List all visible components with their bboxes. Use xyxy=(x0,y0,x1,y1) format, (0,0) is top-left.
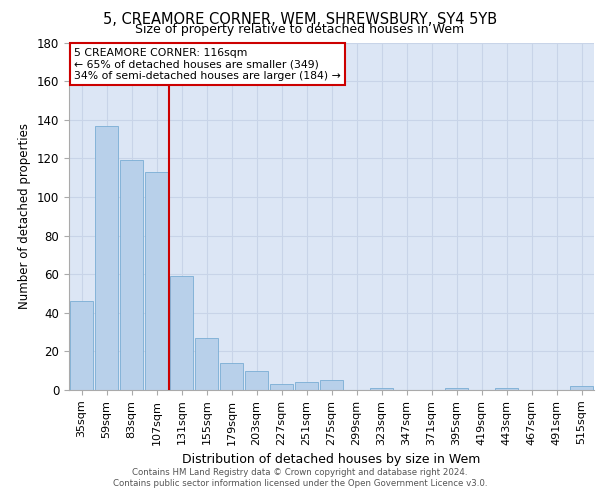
Bar xyxy=(70,301,93,390)
Bar xyxy=(570,386,593,390)
Bar xyxy=(195,338,218,390)
Bar xyxy=(295,382,318,390)
Text: 5 CREAMORE CORNER: 116sqm
← 65% of detached houses are smaller (349)
34% of semi: 5 CREAMORE CORNER: 116sqm ← 65% of detac… xyxy=(74,48,341,81)
Bar xyxy=(445,388,468,390)
X-axis label: Distribution of detached houses by size in Wem: Distribution of detached houses by size … xyxy=(182,453,481,466)
Bar xyxy=(170,276,193,390)
Bar xyxy=(495,388,518,390)
Bar xyxy=(120,160,143,390)
Bar xyxy=(370,388,393,390)
Bar xyxy=(220,363,243,390)
Bar xyxy=(320,380,343,390)
Text: 5, CREAMORE CORNER, WEM, SHREWSBURY, SY4 5YB: 5, CREAMORE CORNER, WEM, SHREWSBURY, SY4… xyxy=(103,12,497,28)
Y-axis label: Number of detached properties: Number of detached properties xyxy=(19,123,31,309)
Text: Size of property relative to detached houses in Wem: Size of property relative to detached ho… xyxy=(136,22,464,36)
Text: Contains HM Land Registry data © Crown copyright and database right 2024.
Contai: Contains HM Land Registry data © Crown c… xyxy=(113,468,487,487)
Bar xyxy=(95,126,118,390)
Bar xyxy=(145,172,168,390)
Bar xyxy=(245,370,268,390)
Bar xyxy=(270,384,293,390)
